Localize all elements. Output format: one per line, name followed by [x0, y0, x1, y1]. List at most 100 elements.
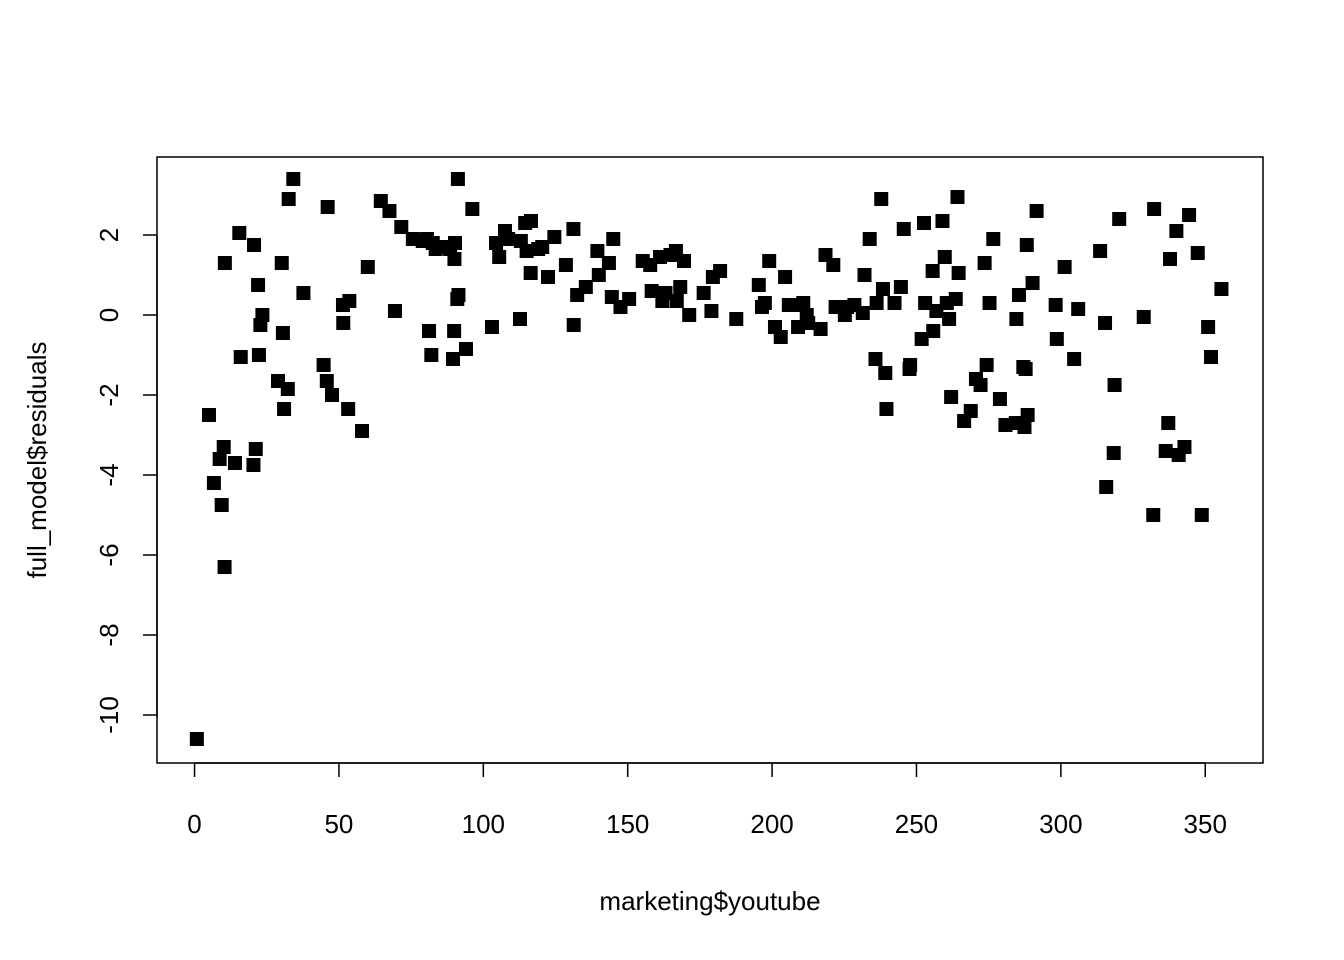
data-point [903, 358, 918, 372]
data-point [992, 392, 1007, 406]
data-point [296, 286, 311, 300]
y-tick-label: -4 [94, 463, 124, 486]
data-point [773, 330, 788, 344]
data-point [1112, 212, 1127, 226]
data-point [813, 322, 828, 336]
data-point [1020, 408, 1035, 422]
data-point [762, 254, 777, 268]
data-point [523, 214, 538, 228]
data-point [1177, 440, 1192, 454]
data-point [893, 280, 908, 294]
data-point [796, 296, 811, 310]
data-point [450, 172, 465, 186]
data-point [778, 270, 793, 284]
data-points [189, 172, 1229, 746]
x-axis: 0 50 100 150 200 250 300 350 [187, 762, 1227, 839]
data-point [1099, 480, 1114, 494]
data-point [458, 342, 473, 356]
data-point [1163, 252, 1178, 266]
data-point [1107, 378, 1122, 392]
x-tick-label: 350 [1184, 809, 1227, 839]
data-point [255, 308, 270, 322]
x-tick-label: 0 [187, 809, 201, 839]
data-point [1190, 246, 1205, 260]
data-point [1093, 244, 1108, 258]
data-point [1161, 416, 1176, 430]
data-point [1182, 208, 1197, 222]
data-point [247, 238, 262, 252]
data-point [944, 390, 959, 404]
y-tick-label: -10 [94, 696, 124, 734]
data-point [869, 296, 884, 310]
x-axis-label: marketing$youtube [599, 886, 820, 916]
data-point [275, 326, 290, 340]
data-point [248, 442, 263, 456]
data-point [448, 236, 463, 250]
data-point [673, 280, 688, 294]
data-point [937, 250, 952, 264]
data-point [227, 456, 242, 470]
data-point [878, 366, 893, 380]
data-point [1048, 298, 1063, 312]
data-point [973, 378, 988, 392]
data-point [1071, 302, 1086, 316]
data-point [465, 202, 480, 216]
data-point [601, 256, 616, 270]
data-point [422, 324, 437, 338]
data-point [566, 318, 581, 332]
data-point [982, 296, 997, 310]
data-point [274, 256, 289, 270]
data-point [757, 296, 772, 310]
data-point [1146, 508, 1161, 522]
data-point [1067, 352, 1082, 366]
data-point [590, 244, 605, 258]
data-point [320, 200, 335, 214]
data-point [887, 296, 902, 310]
data-point [729, 312, 744, 326]
data-point [319, 374, 334, 388]
data-point [950, 190, 965, 204]
data-point [801, 316, 816, 330]
data-point [277, 402, 292, 416]
data-point [547, 230, 562, 244]
data-point [566, 222, 581, 236]
data-point [658, 286, 673, 300]
data-point [512, 312, 527, 326]
data-point [879, 402, 894, 416]
data-point [540, 270, 555, 284]
data-point [324, 388, 339, 402]
x-tick-label: 200 [750, 809, 793, 839]
data-point [578, 280, 593, 294]
data-point [986, 232, 1001, 246]
data-point [926, 324, 941, 338]
data-point [336, 316, 351, 330]
data-point [1011, 288, 1026, 302]
data-point [1204, 350, 1219, 364]
data-point [1201, 320, 1216, 334]
data-point [1098, 316, 1113, 330]
x-tick-label: 150 [606, 809, 649, 839]
data-point [1019, 238, 1034, 252]
data-point [424, 348, 439, 362]
data-point [942, 312, 957, 326]
data-point [246, 458, 261, 472]
data-point [214, 498, 229, 512]
data-point [868, 352, 883, 366]
data-point [1147, 202, 1162, 216]
data-point [189, 732, 204, 746]
data-point [826, 258, 841, 272]
data-point [451, 288, 466, 302]
data-point [217, 256, 232, 270]
data-point [1136, 310, 1151, 324]
y-tick-label: 2 [94, 228, 124, 242]
data-point [280, 382, 295, 396]
data-point [925, 264, 940, 278]
data-point [1158, 444, 1173, 458]
data-point [857, 268, 872, 282]
data-point [342, 294, 357, 308]
data-point [963, 404, 978, 418]
data-point [1029, 204, 1044, 218]
data-point [447, 252, 462, 266]
data-point [1049, 332, 1064, 346]
data-point [445, 352, 460, 366]
